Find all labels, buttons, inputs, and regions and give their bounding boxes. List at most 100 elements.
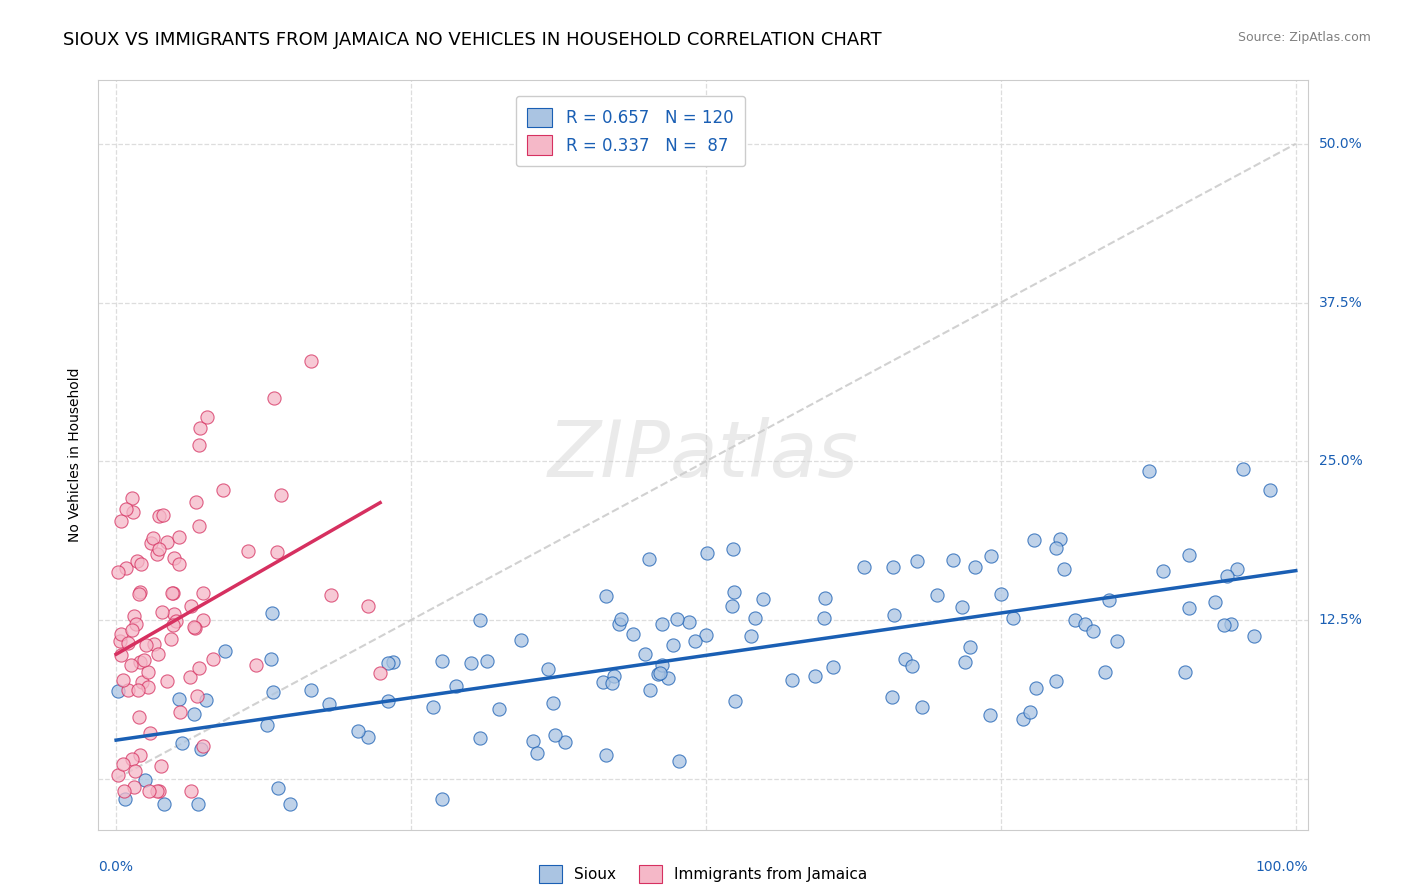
Point [160,632,183,646]
Point [111,673,134,687]
Point [905,554,928,568]
Point [965,560,987,574]
Point [195,693,218,707]
Point [721,542,744,557]
Point [121,752,143,766]
Point [136,680,159,694]
Point [541,696,564,710]
Point [648,666,671,681]
Point [651,658,673,673]
Point [114,561,136,575]
Point [882,560,904,574]
Point [127,554,149,568]
Point [266,781,288,796]
Point [143,637,166,651]
Point [640,683,662,698]
Point [163,607,186,622]
Text: ZIPatlas: ZIPatlas [547,417,859,493]
Point [1178,601,1201,615]
Point [170,736,193,750]
Point [901,658,924,673]
Point [131,675,153,690]
Point [128,587,150,601]
Point [1094,665,1116,680]
Point [357,730,380,744]
Point [180,784,202,798]
Point [526,746,548,760]
Point [191,586,214,600]
Point [592,675,614,690]
Point [510,632,533,647]
Point [150,605,173,619]
Point [942,553,965,567]
Point [621,627,644,641]
Point [607,617,630,632]
Point [382,656,405,670]
Point [595,748,617,763]
Point [603,669,626,683]
Point [238,544,260,558]
Point [129,585,152,599]
Point [132,653,155,667]
Point [152,508,174,523]
Point [752,591,775,606]
Point [163,551,186,566]
Point [270,488,292,502]
Point [724,694,747,708]
Point [188,519,211,533]
Point [377,656,399,670]
Point [125,616,148,631]
Point [139,536,162,550]
Point [666,612,689,626]
Point [780,673,803,688]
Point [193,739,215,754]
Point [153,797,176,812]
Point [488,701,510,715]
Point [1137,463,1160,477]
Point [470,731,492,745]
Point [112,784,135,798]
Point [1105,633,1128,648]
Point [422,700,444,714]
Point [121,491,143,505]
Point [162,618,184,632]
Point [129,557,152,571]
Point [321,588,343,602]
Point [108,634,131,648]
Point [1232,462,1254,476]
Point [167,692,190,706]
Point [911,700,934,714]
Point [475,654,498,668]
Point [823,659,845,673]
Point [959,640,981,655]
Point [1220,617,1243,632]
Point [179,670,201,684]
Point [278,797,301,812]
Point [160,586,183,600]
Point [953,656,976,670]
Point [1011,712,1033,726]
Point [299,354,322,368]
Point [522,733,544,747]
Point [979,707,1001,722]
Legend: Sioux, Immigrants from Jamaica: Sioux, Immigrants from Jamaica [533,859,873,889]
Point [444,679,467,693]
Point [183,620,205,634]
Point [657,671,679,685]
Point [190,742,212,756]
Point [212,483,235,497]
Point [1098,593,1121,607]
Point [117,636,139,650]
Point [193,613,215,627]
Point [1216,569,1239,583]
Point [187,661,209,675]
Point [678,615,700,629]
Point [110,627,132,641]
Point [1049,533,1071,547]
Point [127,682,149,697]
Point [695,627,717,641]
Text: 12.5%: 12.5% [1319,613,1362,627]
Point [600,676,623,690]
Point [1024,533,1046,547]
Point [1204,595,1226,609]
